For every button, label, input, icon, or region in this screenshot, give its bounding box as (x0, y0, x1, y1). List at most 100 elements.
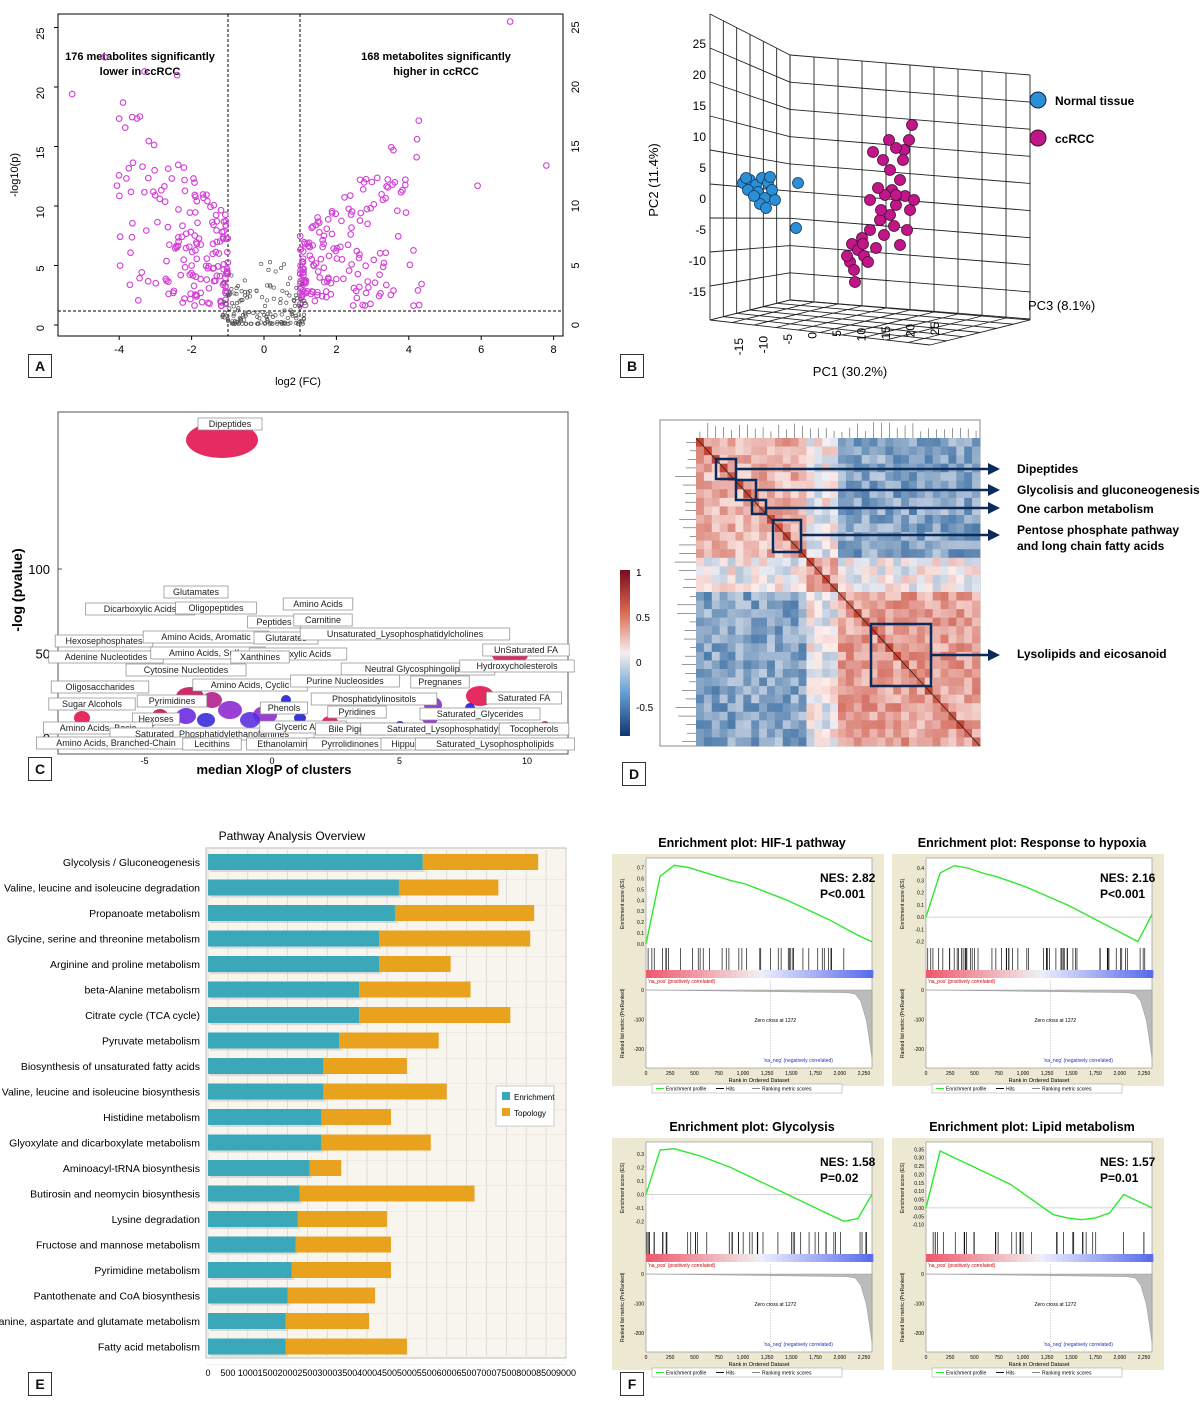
a-point (265, 283, 270, 288)
f-es-ylabel: Enrichment score (ES) (900, 1162, 906, 1213)
a-xtick-label: 8 (551, 344, 557, 356)
d-heat-cell (814, 480, 823, 490)
b-point-ccrcc (897, 154, 909, 166)
d-heat-cell (774, 472, 784, 482)
a-point (279, 265, 284, 271)
d-heat-cell (901, 523, 910, 533)
d-heat-cell (814, 592, 823, 601)
f-rank-bar (988, 970, 995, 978)
e-bar-enrichment (208, 1109, 322, 1125)
d-heat-cell (838, 574, 847, 584)
d-heat-cell (822, 617, 831, 627)
d-heat-cell (901, 455, 910, 464)
d-heat-cell (774, 720, 784, 730)
a-point-significant (181, 187, 189, 195)
f-rank-bar (714, 1254, 721, 1262)
d-heat-cell (743, 592, 752, 601)
c-cluster-label-text: Unsaturated_Lysophosphatidylcholines (327, 629, 484, 639)
d-heat-cell (877, 677, 886, 687)
d-heat-cell (909, 532, 918, 541)
a-point-significant (314, 268, 322, 275)
d-heat-cell (703, 557, 713, 567)
d-heat-cell (774, 703, 784, 713)
d-heat-cell (964, 455, 973, 464)
d-heat-cell (814, 626, 823, 636)
d-heat-cell (798, 540, 807, 550)
d-heat-cell (956, 506, 965, 516)
e-category-label: Valine, leucine and isoleucine degradati… (4, 883, 200, 895)
a-point-significant (377, 290, 384, 297)
d-heat-cell (696, 549, 705, 559)
d-heat-cell (877, 574, 886, 584)
d-heat-cell (845, 566, 855, 576)
d-heat-cell (948, 480, 957, 490)
a-point-significant (149, 188, 157, 196)
e-category-label: Fructose and mannose metabolism (36, 1240, 200, 1252)
f-rank-bar (702, 970, 709, 978)
a-point-significant (543, 162, 550, 169)
a-point-significant (151, 166, 158, 174)
f-rank-bar (657, 1254, 664, 1262)
f-rank-bar (827, 1254, 834, 1262)
d-heat-cell (782, 643, 791, 653)
a-point (225, 292, 230, 297)
d-heat-cell (964, 703, 973, 713)
c-cluster-label-box (310, 692, 438, 706)
d-heat-cell (861, 549, 870, 559)
d-heat-cell (751, 455, 760, 464)
d-heat-cell (901, 549, 910, 559)
d-heat-cell (696, 506, 705, 516)
d-heat-cell (719, 497, 728, 507)
c-cluster-label-text: Amino Acids, Aromatic (161, 632, 251, 642)
b-pc1-tick: -5 (781, 334, 795, 345)
a-point-significant (181, 176, 188, 184)
f-rank-ylabel: Ranked list metric (PreRanked) (620, 988, 626, 1058)
f-es-tick: -0.2 (635, 1219, 644, 1225)
d-heat-cell (972, 677, 981, 687)
d-heat-cell (893, 438, 902, 447)
d-heat-cell (845, 446, 855, 456)
f-rank-bar (1045, 1254, 1052, 1262)
f-xtick: 1,750 (809, 1071, 822, 1077)
a-point-significant (222, 287, 229, 295)
a-xtick-label: -2 (187, 344, 197, 356)
f-rank-bar (804, 970, 811, 978)
a-point-significant (144, 174, 152, 182)
f-rank-bar (702, 1254, 709, 1262)
d-heat-cell (703, 617, 713, 627)
d-heat-cell (956, 634, 965, 644)
d-heat-cell (861, 669, 870, 678)
d-heat-cell (711, 549, 720, 559)
d-heat-cell (869, 694, 878, 704)
a-point-significant (418, 280, 425, 288)
f-rank-tick: 0 (641, 1272, 644, 1278)
d-heat-cell (814, 703, 823, 713)
d-heat-cell (767, 455, 776, 464)
a-point-significant (315, 228, 323, 236)
d-heat-cell (893, 472, 902, 482)
d-heat-cell (940, 574, 949, 584)
d-heat-cell (767, 523, 776, 533)
d-heat-cell (964, 737, 973, 747)
e-bar-enrichment (208, 1032, 340, 1049)
d-heat-cell (703, 455, 713, 464)
a-point (288, 276, 293, 281)
d-heat-cell (767, 677, 776, 687)
e-bar-topology (321, 1109, 391, 1125)
d-heat-cell (767, 728, 776, 738)
d-heat-cell (940, 660, 949, 670)
a-point-significant (212, 248, 220, 256)
a-xtick-label: 2 (333, 344, 339, 356)
d-heat-cell (916, 592, 926, 601)
f-es-tick: 0.30 (914, 1156, 924, 1162)
a-point-significant (356, 251, 363, 258)
d-heat-cell (901, 643, 910, 653)
b-point-ccrcc (890, 142, 902, 154)
d-heat-cell (940, 677, 949, 687)
d-heat-cell (806, 532, 815, 541)
d-heat-cell (735, 728, 744, 738)
d-heat-cell (964, 480, 973, 490)
a-point-significant (177, 271, 185, 279)
c-cluster-label-text: Ethanolamines (257, 739, 317, 749)
f-rank-bar (1130, 970, 1137, 978)
